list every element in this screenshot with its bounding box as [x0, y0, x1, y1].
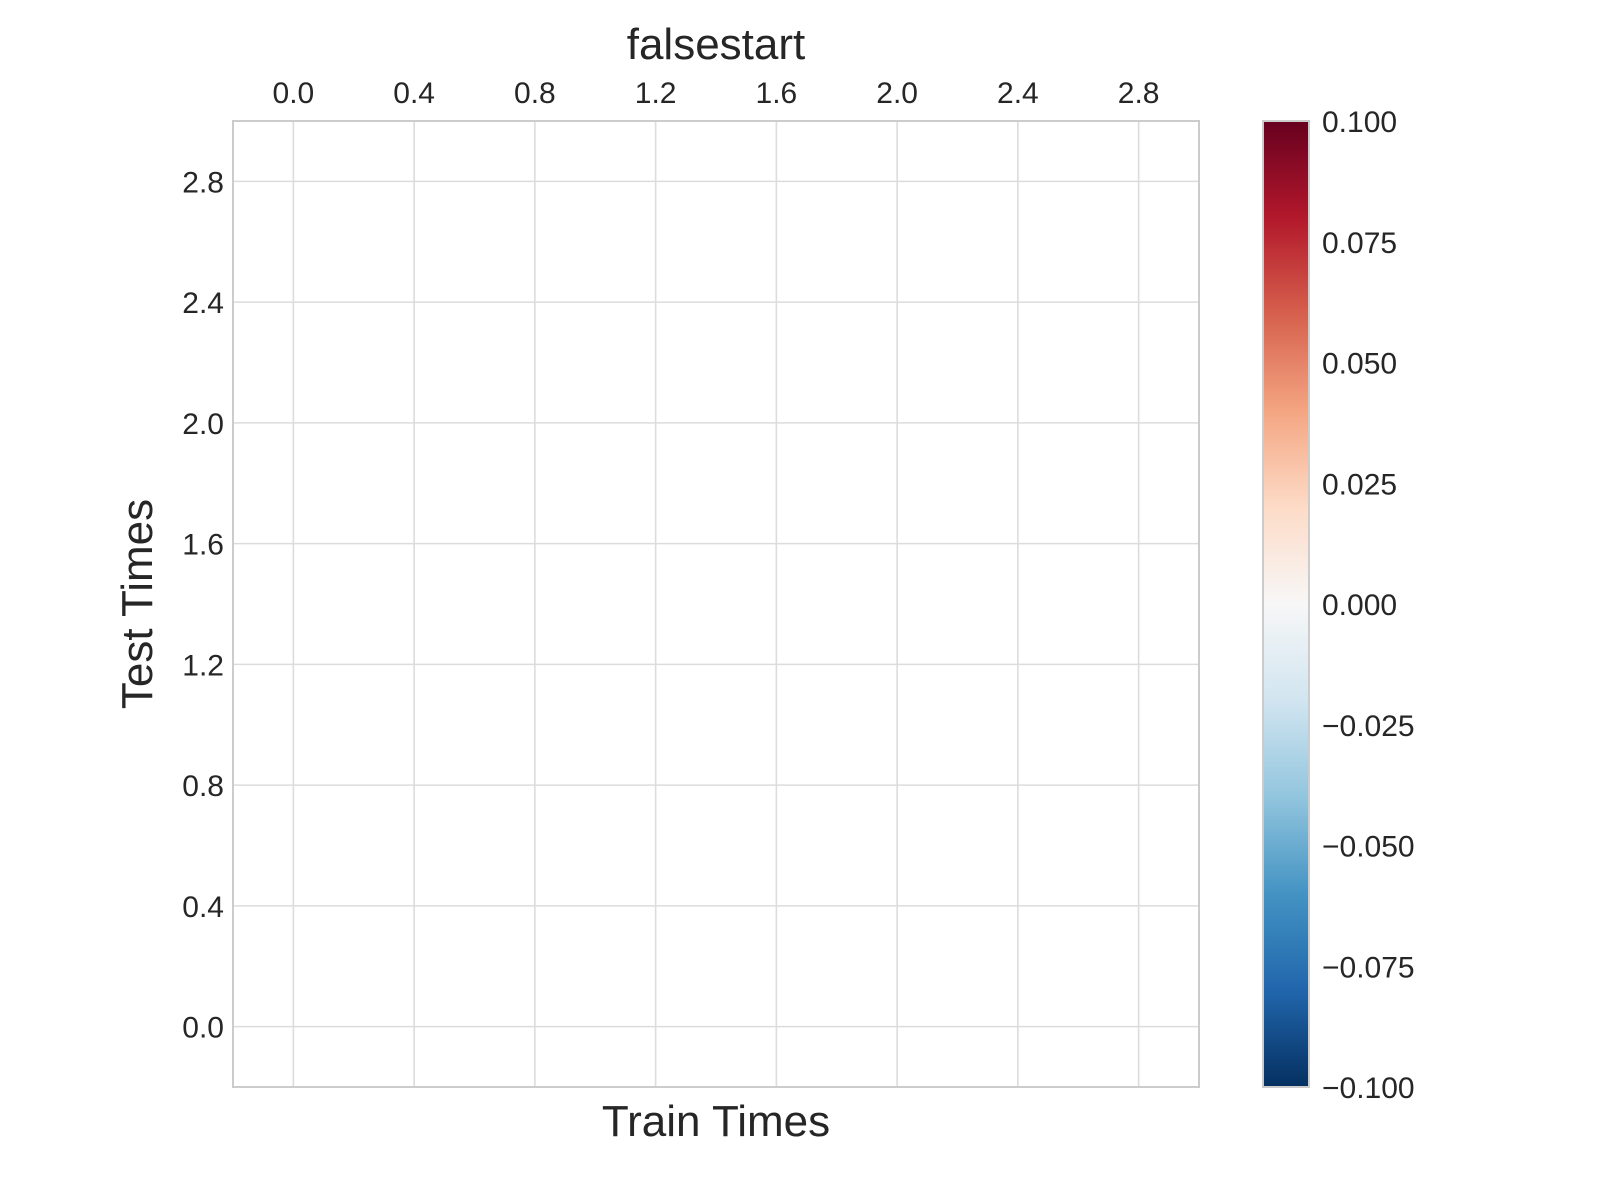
colorbar-tick-label: 0.000: [1322, 589, 1397, 622]
grid-lines: [233, 121, 1199, 1087]
y-tick-label: 1.6: [182, 529, 224, 562]
y-tick-label: 2.0: [182, 408, 224, 441]
x-axis-label: Train Times: [602, 1097, 830, 1146]
y-tick-label: 2.4: [182, 287, 224, 320]
y-tick-label: 2.8: [182, 166, 224, 199]
x-tick-label: 1.6: [756, 77, 798, 110]
colorbar-tick-label: −0.075: [1322, 951, 1415, 984]
colorbar-tick-label: 0.050: [1322, 348, 1397, 381]
colorbar-tick-label: 0.075: [1322, 227, 1397, 260]
colorbar-tick-label: 0.100: [1322, 106, 1397, 139]
colorbar-ticks: 0.100 0.075 0.050 0.025 0.000 −0.025 −0.050 −0.…: [1322, 106, 1415, 1105]
colorbar-tick-label: −0.100: [1322, 1072, 1415, 1105]
x-tick-label: 0.0: [273, 77, 315, 110]
x-tick-label: 2.4: [997, 77, 1039, 110]
colorbar-tick-label: 0.025: [1322, 468, 1397, 501]
y-tick-label: 0.4: [182, 891, 224, 924]
plot-area-frame: [232, 120, 1200, 1088]
y-axis-label: Test Times: [113, 499, 162, 709]
x-tick-label: 1.2: [635, 77, 677, 110]
x-tick-label: 2.0: [876, 77, 918, 110]
x-axis-ticks: 0.0 0.4 0.8 1.2 1.6 2.0 2.4 2.8: [273, 77, 1160, 110]
y-tick-label: 1.2: [182, 649, 224, 682]
y-axis-ticks: 0.0 0.4 0.8 1.2 1.6 2.0 2.4 2.8: [182, 166, 224, 1044]
y-tick-label: 0.0: [182, 1012, 224, 1045]
y-tick-label: 0.8: [182, 770, 224, 803]
colorbar-gradient: [1262, 120, 1310, 1088]
x-tick-label: 0.4: [393, 77, 435, 110]
colorbar-tick-label: −0.025: [1322, 710, 1415, 743]
colorbar-tick-label: −0.050: [1322, 831, 1415, 864]
chart-title: falsestart: [627, 20, 806, 69]
x-tick-label: 0.8: [514, 77, 556, 110]
x-tick-label: 2.8: [1118, 77, 1160, 110]
colorbar: 0.100 0.075 0.050 0.025 0.000 −0.025 −0.050 −0.…: [1262, 106, 1415, 1105]
